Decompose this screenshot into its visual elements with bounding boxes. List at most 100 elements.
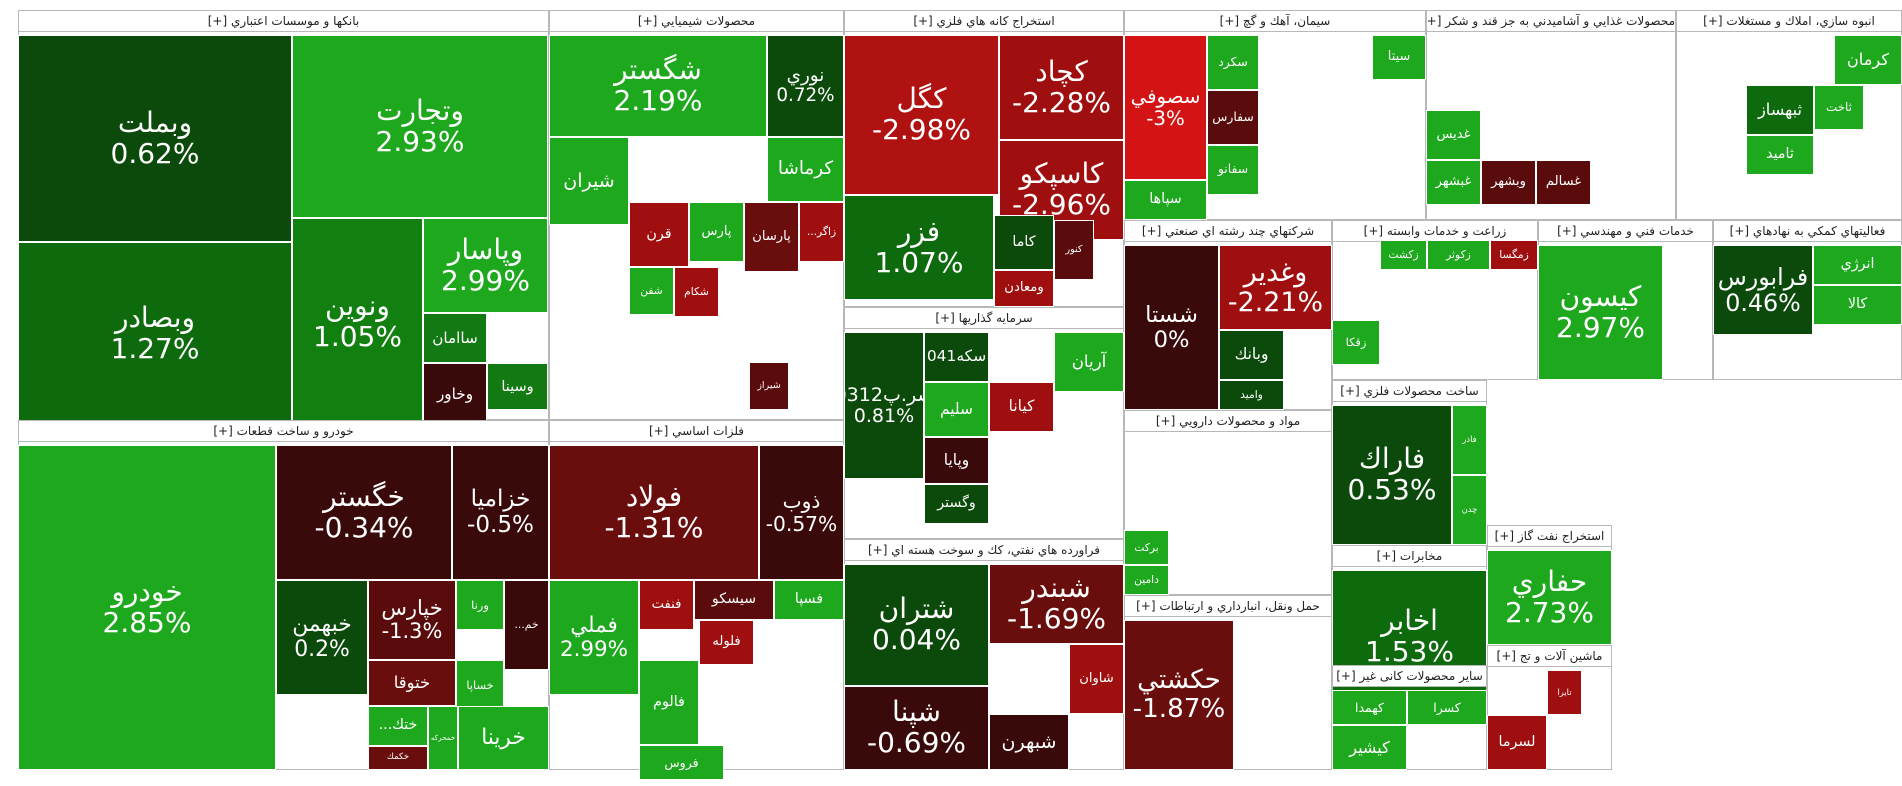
stock-tile[interactable]: خساپا (456, 660, 504, 710)
sector-header[interactable]: حمل ونقل، انبارداري و ارتباطات [+] (1124, 595, 1332, 617)
stock-tile[interactable]: كرمان (1834, 35, 1902, 85)
stock-tile[interactable]: خودرو 2.85% (18, 445, 276, 770)
sector-header[interactable]: مواد و محصولات دارويي [+] (1124, 410, 1332, 432)
stock-tile[interactable]: خمحركه (428, 706, 458, 770)
stock-tile[interactable]: لسرما (1487, 715, 1547, 770)
stock-tile[interactable]: كيانا (989, 382, 1054, 432)
stock-tile[interactable]: شستا 0% (1124, 245, 1219, 410)
stock-tile[interactable]: كيشير (1332, 725, 1407, 770)
stock-tile[interactable]: سپاها (1124, 180, 1207, 220)
stock-tile[interactable]: ثاخت (1814, 85, 1864, 130)
stock-tile[interactable]: بركت (1124, 530, 1169, 565)
stock-tile[interactable]: وبشهر (1481, 160, 1536, 205)
stock-tile[interactable]: حكشتي -1.87% (1124, 620, 1234, 770)
stock-tile[interactable]: كنور (1054, 220, 1094, 280)
stock-tile[interactable]: وبصادر 1.27% (18, 242, 292, 425)
stock-tile[interactable]: شيراز (749, 362, 789, 410)
stock-tile[interactable]: سيسكو (694, 580, 774, 620)
stock-tile[interactable]: دامين (1124, 565, 1169, 595)
stock-tile[interactable]: فولاد -1.31% (549, 445, 759, 580)
stock-tile[interactable]: ثامید (1746, 135, 1814, 175)
stock-tile[interactable]: شتران 0.04% (844, 564, 989, 686)
stock-tile[interactable]: غسالم (1536, 160, 1591, 205)
stock-tile[interactable]: آريان (1054, 332, 1124, 392)
stock-tile[interactable]: خزاميا -0.5% (452, 445, 549, 580)
sector-header[interactable]: سيمان، آهك و گچ [+] (1124, 10, 1426, 32)
stock-tile[interactable]: حفاري 2.73% (1487, 550, 1612, 645)
stock-tile[interactable]: غبشهر (1426, 160, 1481, 205)
sector-header[interactable]: استخراج كانه هاي فلزي [+] (844, 10, 1124, 32)
stock-tile[interactable]: خرينا (458, 706, 549, 770)
stock-tile[interactable]: زكشت (1380, 240, 1427, 270)
stock-tile[interactable]: كالا (1813, 285, 1902, 325)
stock-tile[interactable]: فروس (639, 745, 724, 780)
stock-tile[interactable]: كگل -2.98% (844, 35, 999, 195)
sector-header[interactable]: محصولات غذايي و آشاميدني به جز قند و شكر… (1426, 10, 1676, 32)
stock-tile[interactable]: كاما (994, 215, 1054, 270)
sector-header[interactable]: سرمايه گذاريها [+] (844, 307, 1124, 329)
sector-header[interactable]: محصولات شيميايي [+] (549, 10, 844, 32)
stock-tile[interactable]: انرژي (1813, 245, 1902, 285)
stock-tile[interactable]: شبندر -1.69% (989, 564, 1124, 644)
stock-tile[interactable]: وامید (1219, 380, 1284, 410)
stock-tile[interactable]: ذوب -0.57% (759, 445, 844, 580)
stock-tile[interactable]: وغدير -2.21% (1219, 245, 1332, 330)
stock-tile[interactable]: سكه041 (924, 332, 989, 382)
stock-tile[interactable]: قرن (629, 202, 689, 267)
sector-header[interactable]: فعاليتهاي كمكي به نهادهاي [+] (1713, 220, 1902, 242)
stock-tile[interactable]: سفارس (1207, 90, 1259, 145)
stock-tile[interactable]: كسرا (1407, 690, 1487, 725)
sector-header[interactable]: شركتهاي چند رشته اي صنعتي [+] (1124, 220, 1332, 242)
stock-tile[interactable]: كيسون 2.97% (1538, 245, 1663, 380)
stock-tile[interactable]: تايرا (1547, 670, 1582, 715)
stock-tile[interactable]: سكرد (1207, 35, 1259, 90)
sector-header[interactable]: مخابرات [+] (1332, 545, 1487, 567)
stock-tile[interactable]: فاذر (1452, 405, 1487, 475)
stock-tile[interactable]: فملي 2.99% (549, 580, 639, 695)
sector-header[interactable]: استخراج نفت گاز [+] (1487, 525, 1612, 547)
sector-header[interactable]: فلزات اساسي [+] (549, 420, 844, 442)
stock-tile[interactable]: ساامان (423, 313, 487, 363)
sector-header[interactable]: فراورده هاي نفتي، كك و سوخت هسته اي [+] (844, 539, 1124, 561)
stock-tile[interactable]: وپايا (924, 437, 989, 484)
stock-tile[interactable]: وپاسار 2.99% (423, 218, 548, 313)
stock-tile[interactable]: زاگر... (799, 202, 844, 262)
stock-tile[interactable]: وبانك (1219, 330, 1284, 380)
stock-tile[interactable]: ختك... (368, 706, 428, 746)
sector-header[interactable]: بانکها و موسسات اعتباري [+] (18, 10, 549, 32)
stock-tile[interactable]: زمگسا (1490, 240, 1538, 270)
sector-header[interactable]: زراعت و خدمات وابسته [+] (1332, 220, 1538, 242)
stock-tile[interactable]: خپارس -1.3% (368, 580, 456, 660)
stock-tile[interactable]: خم... (504, 580, 549, 670)
stock-tile[interactable]: سر.پ03120.81% (844, 332, 924, 479)
stock-tile[interactable]: زقكا (1332, 320, 1380, 365)
stock-tile[interactable]: خكمك (368, 746, 428, 770)
stock-tile[interactable]: فلوله (699, 620, 754, 665)
stock-tile[interactable]: كچاد -2.28% (999, 35, 1124, 140)
stock-tile[interactable]: شاوان (1069, 644, 1124, 714)
sector-header[interactable]: سایر محصولات کانی غیر [+] (1332, 665, 1487, 687)
stock-tile[interactable]: پارسان (744, 202, 799, 272)
stock-tile[interactable]: خبهمن 0.2% (276, 580, 368, 695)
stock-tile[interactable]: ورنا (456, 580, 504, 630)
stock-tile[interactable]: سصوفي -3% (1124, 35, 1207, 180)
stock-tile[interactable]: فنفت (639, 580, 694, 630)
sector-header[interactable]: انبوه سازي، املاك و مستغلات [+] (1676, 10, 1902, 32)
stock-tile[interactable]: پارس (689, 202, 744, 262)
stock-tile[interactable]: خگستر -0.34% (276, 445, 452, 580)
stock-tile[interactable]: فاراك 0.53% (1332, 405, 1452, 545)
stock-tile[interactable]: شگستر 2.19% (549, 35, 767, 137)
stock-tile[interactable]: فسپا (774, 580, 844, 620)
stock-tile[interactable]: وبملت 0.62% (18, 35, 292, 242)
stock-tile[interactable]: كهمدا (1332, 690, 1407, 725)
stock-tile[interactable]: فزر 1.07% (844, 195, 994, 300)
stock-tile[interactable]: وگستر (924, 484, 989, 524)
stock-tile[interactable]: شپنا -0.69% (844, 686, 989, 770)
stock-tile[interactable]: وخاور (423, 363, 487, 425)
stock-tile[interactable]: شفن (629, 267, 674, 315)
stock-tile[interactable]: شكام (674, 267, 719, 317)
stock-tile[interactable]: فالوم (639, 660, 699, 745)
stock-tile[interactable]: شبهرن (989, 714, 1069, 770)
sector-header[interactable]: خدمات فني و مهندسي [+] (1538, 220, 1713, 242)
stock-tile[interactable]: غدیس (1426, 110, 1481, 160)
